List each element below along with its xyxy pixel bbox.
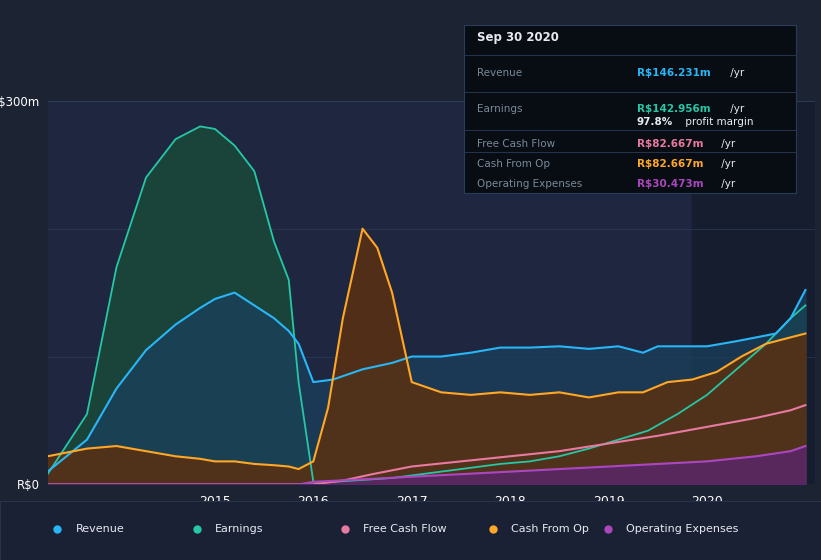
Text: Earnings: Earnings (477, 104, 523, 114)
Text: Free Cash Flow: Free Cash Flow (363, 524, 447, 534)
Bar (692, 101, 815, 484)
Text: Revenue: Revenue (477, 68, 522, 78)
Text: Cash From Op: Cash From Op (477, 159, 550, 169)
Text: Earnings: Earnings (215, 524, 264, 534)
Text: R$82.667m: R$82.667m (637, 159, 704, 169)
Text: R$30.473m: R$30.473m (637, 179, 704, 189)
Text: Free Cash Flow: Free Cash Flow (477, 139, 555, 148)
Text: Cash From Op: Cash From Op (511, 524, 589, 534)
Text: profit margin: profit margin (681, 117, 753, 127)
Text: R$146.231m: R$146.231m (637, 68, 710, 78)
Text: Operating Expenses: Operating Expenses (626, 524, 738, 534)
Text: R$142.956m: R$142.956m (637, 104, 710, 114)
Text: /yr: /yr (727, 68, 744, 78)
Text: R$82.667m: R$82.667m (637, 139, 704, 148)
Text: Revenue: Revenue (76, 524, 124, 534)
Text: Sep 30 2020: Sep 30 2020 (477, 31, 559, 44)
Text: /yr: /yr (718, 159, 735, 169)
Text: /yr: /yr (727, 104, 744, 114)
Text: /yr: /yr (718, 179, 735, 189)
Text: /yr: /yr (718, 139, 735, 148)
Text: Operating Expenses: Operating Expenses (477, 179, 582, 189)
Text: 97.8%: 97.8% (637, 117, 673, 127)
